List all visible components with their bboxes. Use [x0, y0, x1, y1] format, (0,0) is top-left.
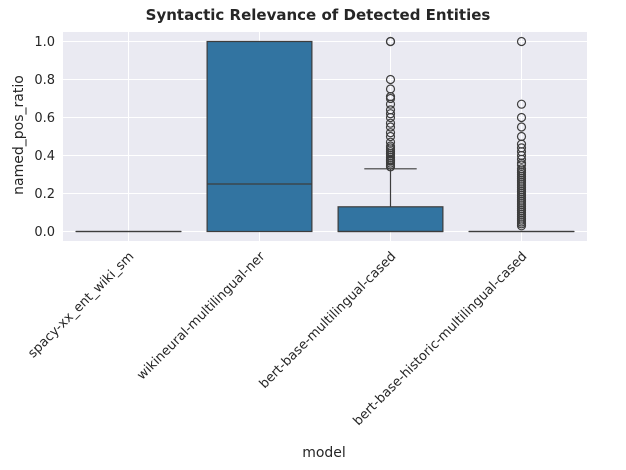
outlier-point — [385, 74, 396, 85]
outlier-point — [385, 141, 396, 151]
outlier-point — [385, 128, 396, 138]
box-group — [337, 36, 444, 233]
x-tick-label: wikineural-multilingual-ner — [134, 249, 268, 383]
outlier-point — [516, 143, 527, 153]
box-iqr — [337, 206, 444, 233]
y-tick-label: 1.0 — [34, 35, 55, 50]
outlier-point — [385, 122, 396, 132]
y-tick-label: 0.4 — [34, 149, 55, 164]
outlier-point — [516, 99, 527, 109]
outlier-point — [385, 105, 396, 115]
outlier-point — [385, 131, 396, 142]
x-axis-label: model — [302, 445, 346, 461]
chart-title: Syntactic Relevance of Detected Entities — [146, 6, 491, 24]
box-group — [468, 36, 575, 233]
outlier-point — [516, 122, 527, 132]
x-tick-label: spacy-xx_ent_wiki_sm — [25, 249, 137, 361]
outlier-point — [516, 164, 527, 174]
x-tick-label: bert-base-multilingual-cased — [257, 249, 400, 392]
plot-background — [63, 32, 587, 241]
outlier-point — [385, 84, 396, 94]
outlier-point — [385, 109, 396, 119]
outlier-point — [385, 36, 396, 47]
box-iqr — [206, 40, 313, 233]
plot-area: 0.0 0.2 0.4 0.6 0.8 1.0 spacy-xx_ent_wiki_smwi… — [25, 32, 587, 429]
outlier-point — [516, 112, 527, 123]
y-tick-label: 0.8 — [34, 73, 55, 88]
outlier-point — [516, 131, 527, 142]
y-tick-label: 0.2 — [34, 187, 55, 202]
box-group — [206, 40, 313, 233]
y-tick-label: 0.0 — [34, 225, 55, 240]
y-axis-label: named_pos_ratio — [11, 75, 27, 195]
y-tick-label: 0.6 — [34, 111, 55, 126]
outlier-point — [385, 137, 396, 147]
outlier-point — [385, 118, 396, 128]
outlier-point — [516, 36, 527, 47]
